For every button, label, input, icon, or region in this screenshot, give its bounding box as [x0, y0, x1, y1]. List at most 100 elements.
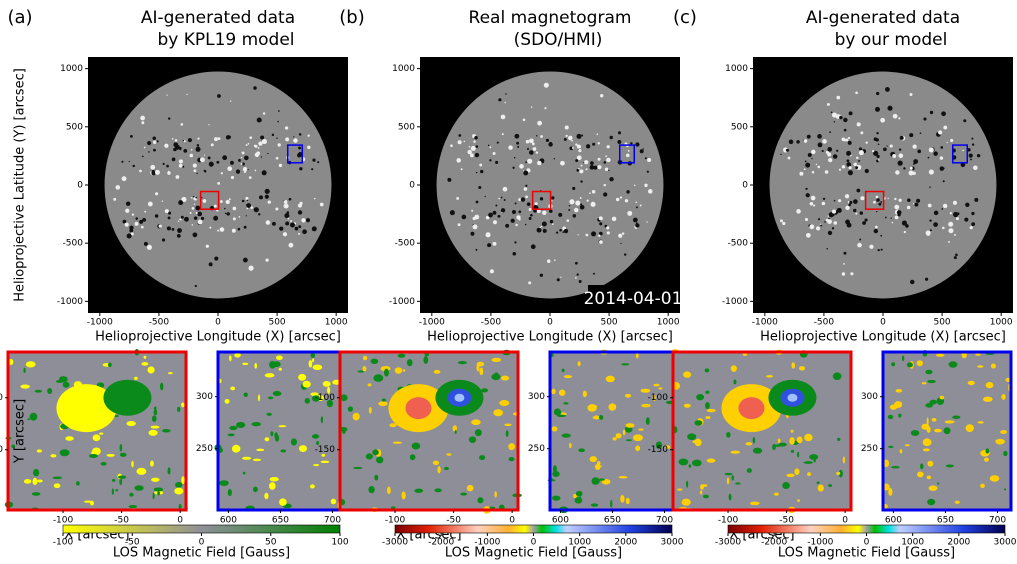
field-patch: [277, 121, 279, 123]
field-patch: [971, 138, 973, 140]
x-tick-label: 700: [324, 516, 341, 526]
field-patch: [577, 145, 581, 149]
field-patch: [780, 154, 781, 155]
field-patch: [165, 209, 169, 213]
field-patch: [276, 355, 283, 359]
field-patch: [586, 234, 589, 237]
x-tick-label: 500: [600, 318, 617, 328]
field-patch: [512, 167, 514, 169]
field-patch: [859, 239, 861, 241]
field-patch: [856, 157, 858, 159]
y-tick-label: -150: [648, 445, 669, 455]
field-patch: [470, 232, 474, 236]
field-patch: [147, 141, 151, 145]
field-patch: [308, 135, 310, 137]
field-patch: [929, 219, 931, 221]
field-patch: [175, 482, 182, 488]
field-patch: [155, 214, 158, 217]
field-patch: [616, 198, 619, 201]
y-tick-label: -150: [0, 445, 3, 455]
field-patch: [616, 433, 622, 438]
field-patch: [836, 96, 840, 100]
field-patch: [929, 186, 930, 187]
field-patch: [112, 479, 116, 482]
field-patch: [526, 140, 530, 144]
field-patch: [293, 138, 298, 143]
field-patch: [883, 148, 887, 152]
field-patch: [579, 169, 583, 173]
x-tick-label: 700: [656, 516, 673, 526]
field-patch: [243, 167, 247, 171]
field-patch: [609, 177, 613, 181]
field-patch: [232, 445, 240, 453]
y-tick-label: -1000: [389, 297, 415, 307]
field-patch: [476, 201, 479, 204]
field-patch: [157, 491, 160, 495]
field-patch: [975, 353, 981, 355]
field-patch: [270, 477, 279, 481]
field-patch: [209, 262, 213, 266]
field-patch: [827, 103, 830, 106]
field-patch: [477, 497, 483, 503]
y-tick-label: -500: [728, 239, 749, 249]
field-patch: [152, 137, 156, 141]
field-patch: [580, 205, 585, 210]
field-patch: [899, 148, 901, 150]
field-patch: [236, 422, 245, 428]
field-patch: [285, 126, 288, 129]
x-tick-label: 0: [842, 516, 848, 526]
field-patch: [806, 233, 811, 238]
field-patch: [174, 488, 183, 495]
field-patch: [635, 445, 640, 451]
field-patch: [580, 197, 582, 199]
field-patch: [878, 159, 880, 161]
field-patch: [552, 495, 560, 500]
field-patch: [63, 382, 70, 388]
field-patch: [622, 232, 624, 234]
field-patch: [569, 443, 572, 448]
x-tick-label: 0: [509, 516, 515, 526]
field-patch: [946, 464, 954, 467]
field-patch: [875, 107, 880, 112]
field-patch: [807, 472, 811, 476]
field-patch: [970, 226, 973, 229]
field-patch: [891, 218, 892, 219]
field-patch: [848, 137, 850, 139]
field-patch: [233, 217, 236, 220]
field-patch: [76, 481, 80, 485]
field-patch: [59, 376, 68, 382]
field-patch: [283, 232, 287, 236]
y-tick-label: 1000: [725, 64, 748, 74]
field-patch: [977, 365, 983, 368]
field-patch: [168, 216, 171, 219]
field-patch: [310, 484, 315, 488]
field-patch: [508, 443, 515, 450]
field-patch: [725, 473, 733, 475]
field-patch: [909, 133, 913, 137]
field-patch: [144, 211, 146, 213]
x-tick-label: 0: [880, 318, 886, 328]
field-patch: [827, 219, 832, 224]
field-patch: [285, 137, 289, 141]
field-patch: [554, 408, 561, 415]
field-patch: [501, 376, 509, 381]
y-tick-label: -100: [0, 393, 3, 403]
field-patch: [258, 394, 260, 401]
field-patch: [518, 198, 521, 201]
field-patch: [902, 355, 904, 361]
field-patch: [990, 475, 1000, 481]
field-patch: [241, 163, 243, 165]
field-patch: [195, 197, 197, 199]
field-patch: [164, 144, 168, 148]
field-patch: [477, 362, 485, 367]
field-patch: [552, 471, 560, 477]
field-patch: [888, 446, 894, 448]
field-patch: [204, 155, 205, 156]
field-patch: [774, 493, 779, 496]
panel-title: by KPL19 model: [157, 30, 294, 50]
field-patch: [917, 471, 924, 477]
field-patch: [535, 202, 538, 205]
field-patch: [488, 213, 493, 218]
field-patch: [578, 361, 581, 366]
field-patch: [504, 423, 511, 426]
